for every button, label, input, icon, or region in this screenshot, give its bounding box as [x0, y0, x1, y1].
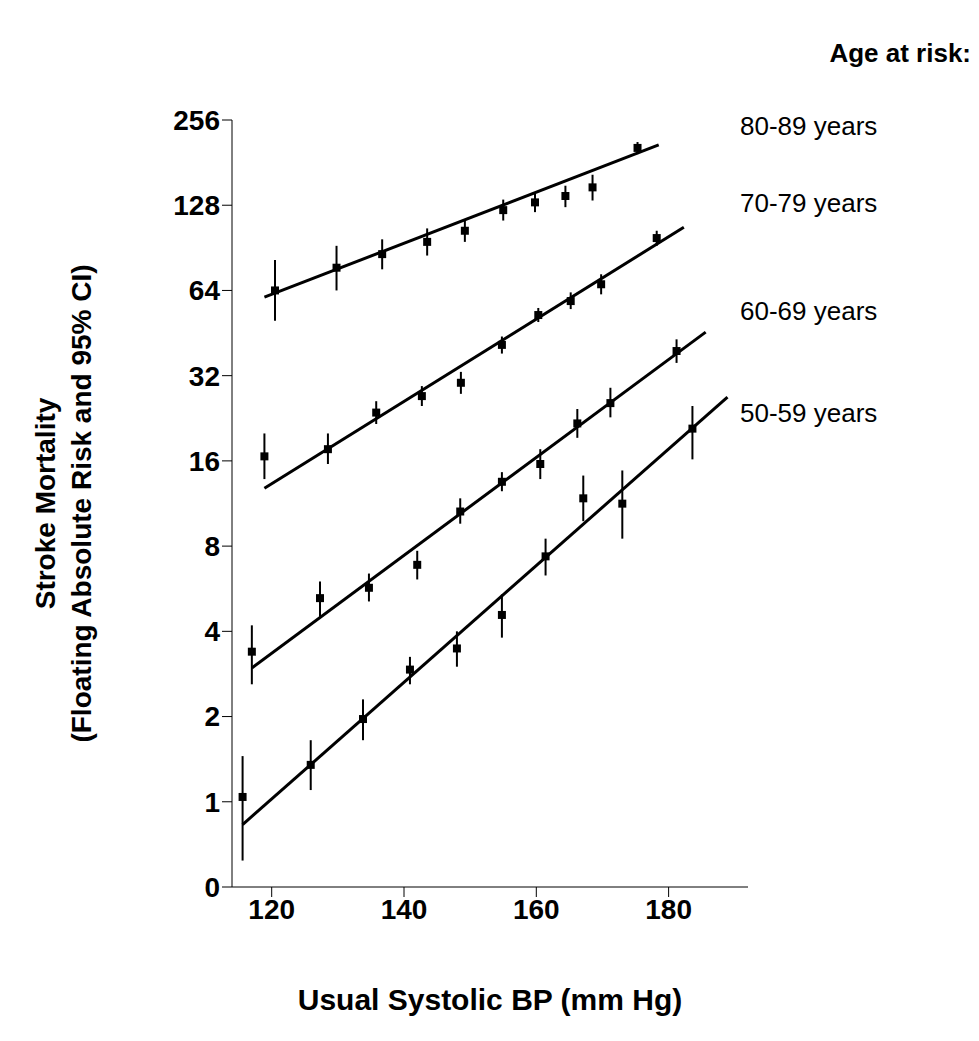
svg-text:140: 140 — [381, 894, 428, 925]
svg-text:Usual Systolic BP (mm Hg): Usual Systolic BP (mm Hg) — [298, 983, 683, 1016]
svg-text:4: 4 — [204, 616, 220, 647]
svg-text:16: 16 — [189, 446, 220, 477]
svg-text:256: 256 — [173, 105, 220, 136]
svg-text:(Floating Absolute Risk and 95: (Floating Absolute Risk and 95% CI) — [66, 264, 97, 742]
svg-text:Age at risk:: Age at risk: — [829, 38, 971, 68]
svg-text:1: 1 — [204, 787, 220, 818]
svg-text:128: 128 — [173, 190, 220, 221]
svg-text:160: 160 — [513, 894, 560, 925]
svg-text:2: 2 — [204, 701, 220, 732]
svg-text:8: 8 — [204, 531, 220, 562]
svg-text:180: 180 — [645, 894, 692, 925]
svg-text:64: 64 — [189, 275, 221, 306]
svg-text:50-59 years: 50-59 years — [740, 398, 877, 428]
svg-text:70-79 years: 70-79 years — [740, 188, 877, 218]
svg-text:60-69 years: 60-69 years — [740, 296, 877, 326]
svg-text:32: 32 — [189, 361, 220, 392]
svg-text:80-89 years: 80-89 years — [740, 111, 877, 141]
svg-text:0: 0 — [204, 872, 220, 903]
svg-text:120: 120 — [248, 894, 295, 925]
svg-text:Stroke Mortality: Stroke Mortality — [30, 397, 61, 609]
